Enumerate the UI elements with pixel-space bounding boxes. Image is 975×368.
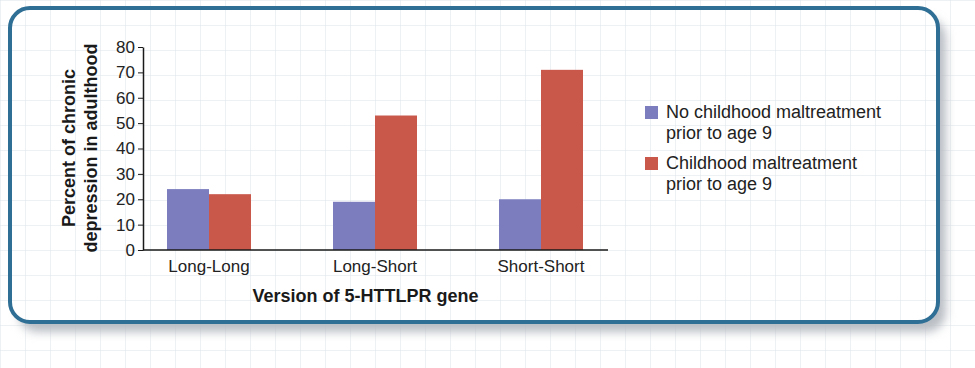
y-tick-label: 40 xyxy=(116,139,135,158)
x-axis-title: Version of 5-HTTLPR gene xyxy=(252,286,478,306)
text-line: prior to age 9 xyxy=(666,123,772,143)
x-tick-label: Short-Short xyxy=(498,257,585,276)
legend-swatch xyxy=(645,157,658,170)
y-tick-label: 60 xyxy=(116,89,135,108)
x-axis: Long-Long Long-Short Short-Short xyxy=(168,257,584,276)
y-tick-mark xyxy=(138,225,143,226)
text-line: No childhood maltreatment xyxy=(666,102,881,122)
y-tick-label: 20 xyxy=(116,190,135,209)
legend-label: Childhood maltreatmentprior to age 9 xyxy=(666,153,857,194)
text-line: depression in adulthood xyxy=(81,43,101,252)
bar xyxy=(541,70,583,250)
x-tick: Long-Long xyxy=(168,257,249,276)
y-axis-title: Percent of chronicdepression in adulthoo… xyxy=(59,43,101,252)
text-line: Percent of chronic xyxy=(59,69,79,227)
x-axis-line xyxy=(143,249,608,251)
y-tick: 10 xyxy=(116,216,143,235)
y-tick: 30 xyxy=(116,165,143,184)
y-tick: 60 xyxy=(116,89,143,108)
y-tick: 50 xyxy=(116,114,143,133)
x-tick: Long-Short xyxy=(333,257,417,276)
y-tick-label: 30 xyxy=(116,165,135,184)
bar xyxy=(209,194,251,250)
background xyxy=(0,0,975,368)
y-axis: 0 10 20 30 40 50 60 70 80 xyxy=(116,38,143,260)
y-tick: 20 xyxy=(116,190,143,209)
bar xyxy=(333,202,375,250)
y-tick-mark xyxy=(138,123,143,124)
bar xyxy=(167,189,209,250)
legend-item: No childhood maltreatmentprior to age 9 xyxy=(645,102,881,143)
y-tick-label: 10 xyxy=(116,216,135,235)
y-tick-mark xyxy=(138,174,143,175)
y-tick: 0 xyxy=(126,241,143,260)
bar xyxy=(499,199,541,250)
bars xyxy=(167,70,583,250)
text-line: prior to age 9 xyxy=(666,174,772,194)
frame xyxy=(10,8,938,322)
y-tick-mark xyxy=(138,250,143,251)
chart-container: 0 10 20 30 40 50 60 70 80 Long-Long Long-Short Shor… xyxy=(0,0,975,368)
chart-svg: 0 10 20 30 40 50 60 70 80 Long-Long Long-Short Shor… xyxy=(0,0,975,368)
y-tick-label: 50 xyxy=(116,114,135,133)
legend-item: Childhood maltreatmentprior to age 9 xyxy=(645,153,857,194)
legend-swatch xyxy=(645,106,658,119)
y-tick-label: 80 xyxy=(116,38,135,57)
text-line: Childhood maltreatment xyxy=(666,153,857,173)
y-tick: 70 xyxy=(116,63,143,82)
y-tick: 40 xyxy=(116,139,143,158)
y-tick-mark xyxy=(138,98,143,99)
x-tick-label: Long-Long xyxy=(168,257,249,276)
x-tick: Short-Short xyxy=(498,257,585,276)
y-tick-label: 0 xyxy=(126,241,135,260)
y-tick-mark xyxy=(138,199,143,200)
legend: No childhood maltreatmentprior to age 9C… xyxy=(645,102,881,194)
y-tick-mark xyxy=(138,149,143,150)
y-tick-mark xyxy=(138,47,143,48)
y-tick-label: 70 xyxy=(116,63,135,82)
legend-label: No childhood maltreatmentprior to age 9 xyxy=(666,102,881,143)
y-tick-mark xyxy=(138,72,143,73)
bar xyxy=(375,116,417,250)
x-tick-label: Long-Short xyxy=(333,257,417,276)
y-tick: 80 xyxy=(116,38,143,57)
